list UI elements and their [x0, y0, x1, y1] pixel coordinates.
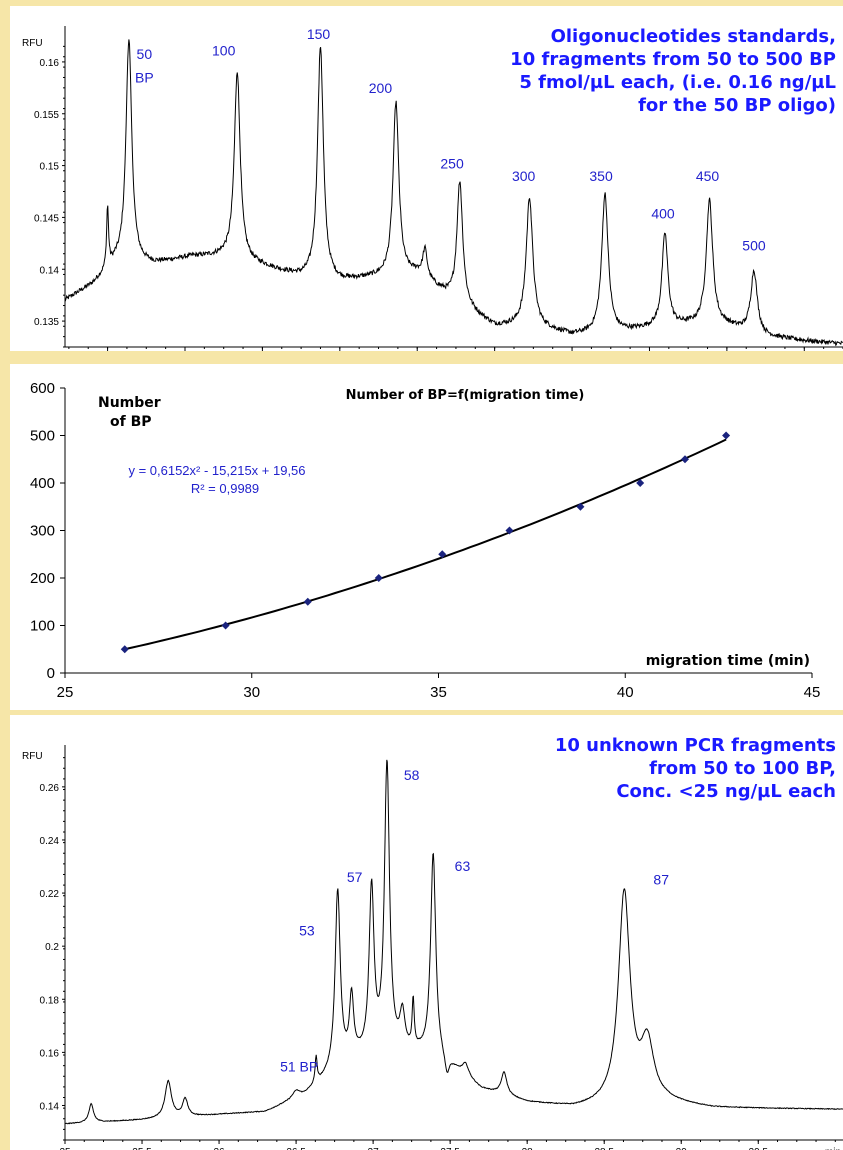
- data-point: [221, 621, 230, 630]
- data-point: [576, 502, 585, 511]
- y-axis-label: RFU: [22, 751, 43, 762]
- chart-title-line: Oligonucleotides standards,: [551, 26, 836, 47]
- chart-title-line: 5 fmol/µL each, (i.e. 0.16 ng/µL: [519, 72, 836, 93]
- data-point: [681, 455, 690, 464]
- y-tick-label: 0.15: [40, 162, 60, 173]
- x-axis-label: migration time (min): [646, 653, 810, 669]
- electropherogram-pcr-chart: RFU 0.14 0.16 0.18 0.2 0.22 0.24 0.26 25 25.5 26 26…: [22, 735, 843, 1150]
- x-tick-label: 26.5: [286, 1147, 306, 1150]
- peak-label: 51 BP: [280, 1058, 318, 1074]
- chart-title-line: 10 fragments from 50 to 500 BP: [510, 49, 836, 70]
- trace-line: [64, 39, 843, 347]
- peak-label: BP: [135, 70, 154, 86]
- trendline-equation: y = 0,6152x² - 15,215x + 19,56: [128, 463, 305, 478]
- electropherogram-pcr-panel: RFU 0.14 0.16 0.18 0.2 0.22 0.24 0.26 25 25.5 26 26…: [10, 715, 843, 1150]
- peak-label: 200: [369, 80, 393, 96]
- y-tick-label: 0.16: [40, 58, 60, 69]
- y-tick-label: 300: [30, 523, 55, 540]
- peak-label: 87: [653, 871, 669, 887]
- y-tick-label: 500: [30, 428, 55, 445]
- chart-title-line: from 50 to 100 BP,: [649, 758, 836, 779]
- y-tick-label: 0.135: [34, 317, 59, 328]
- y-tick-label: 0.18: [40, 995, 60, 1006]
- y-tick-label: 0.16: [40, 1048, 60, 1059]
- y-tick-label: 0.14: [40, 265, 60, 276]
- trendline-r2: R² = 0,9989: [191, 481, 259, 496]
- y-tick-label: 0.145: [34, 213, 59, 224]
- data-point: [505, 526, 514, 535]
- data-point: [636, 479, 645, 487]
- x-tick-label: 40: [617, 684, 634, 701]
- peak-label: 250: [440, 156, 464, 172]
- x-tick-label: 25.5: [132, 1147, 152, 1150]
- x-axis-unit: min: [825, 1147, 841, 1150]
- x-tick-label: 29.5: [749, 1147, 769, 1150]
- electropherogram-standards-chart: RFU0.1350.140.1450.150.1550.162628303234…: [22, 26, 843, 351]
- x-tick-label: 27.5: [440, 1147, 460, 1150]
- x-tick-label: 27: [368, 1147, 380, 1150]
- peak-label: 63: [455, 858, 471, 874]
- peak-label: 58: [404, 767, 420, 783]
- x-tick-label: 28.5: [594, 1147, 614, 1150]
- peak-label: 300: [512, 168, 536, 184]
- data-point: [722, 431, 731, 440]
- peak-label: 50: [137, 46, 153, 62]
- x-tick-label: 35: [430, 684, 447, 701]
- peak-label: 400: [651, 205, 675, 221]
- y-axis-label: RFU: [22, 38, 43, 49]
- y-tick-label: 100: [30, 618, 55, 635]
- y-tick-label: 0.14: [40, 1101, 60, 1112]
- peak-label: 150: [307, 26, 331, 42]
- chart-title-line: for the 50 BP oligo): [638, 95, 836, 116]
- y-tick-label: 0.22: [40, 889, 60, 900]
- y-axis-label-line: of BP: [110, 414, 152, 430]
- chart-title-line: 10 unknown PCR fragments: [555, 735, 836, 756]
- y-tick-label: 400: [30, 475, 55, 492]
- calibration-curve-chart: 0 100 200 300 400 500 600 25 30 35 40 45 Number of B…: [30, 380, 821, 701]
- peak-label: 450: [696, 168, 720, 184]
- y-tick-label: 0: [47, 665, 55, 682]
- chart-title: Number of BP=f(migration time): [346, 388, 585, 403]
- electropherogram-standards-panel: RFU0.1350.140.1450.150.1550.162628303234…: [10, 6, 843, 351]
- y-tick-label: 0.24: [40, 836, 60, 847]
- x-tick-label: 45: [804, 684, 821, 701]
- x-tick-label: 25: [59, 1147, 71, 1150]
- data-point: [120, 645, 129, 654]
- y-tick-label: 0.155: [34, 110, 59, 121]
- data-point: [303, 597, 312, 606]
- x-tick-label: 28: [522, 1147, 534, 1150]
- chart-title-line: Conc. <25 ng/µL each: [616, 781, 836, 802]
- x-tick-label: 25: [57, 684, 74, 701]
- data-point: [438, 550, 447, 559]
- y-tick-label: 200: [30, 570, 55, 587]
- y-tick-label: 600: [30, 380, 55, 397]
- x-tick-label: 26: [213, 1147, 225, 1150]
- peak-label: 53: [299, 922, 315, 938]
- y-tick-label: 0.26: [40, 783, 60, 794]
- x-tick-label: 30: [243, 684, 260, 701]
- y-axis-label-line: Number: [98, 395, 161, 411]
- y-tick-label: 0.2: [45, 942, 59, 953]
- x-tick-label: 29: [676, 1147, 688, 1150]
- peak-label: 350: [589, 168, 613, 184]
- peak-label: 500: [742, 238, 766, 254]
- data-point: [374, 574, 383, 582]
- peak-label: 100: [212, 43, 236, 59]
- calibration-curve-panel: 0 100 200 300 400 500 600 25 30 35 40 45 Number of B…: [10, 364, 843, 710]
- peak-label: 57: [347, 869, 363, 885]
- trace-line: [64, 759, 843, 1125]
